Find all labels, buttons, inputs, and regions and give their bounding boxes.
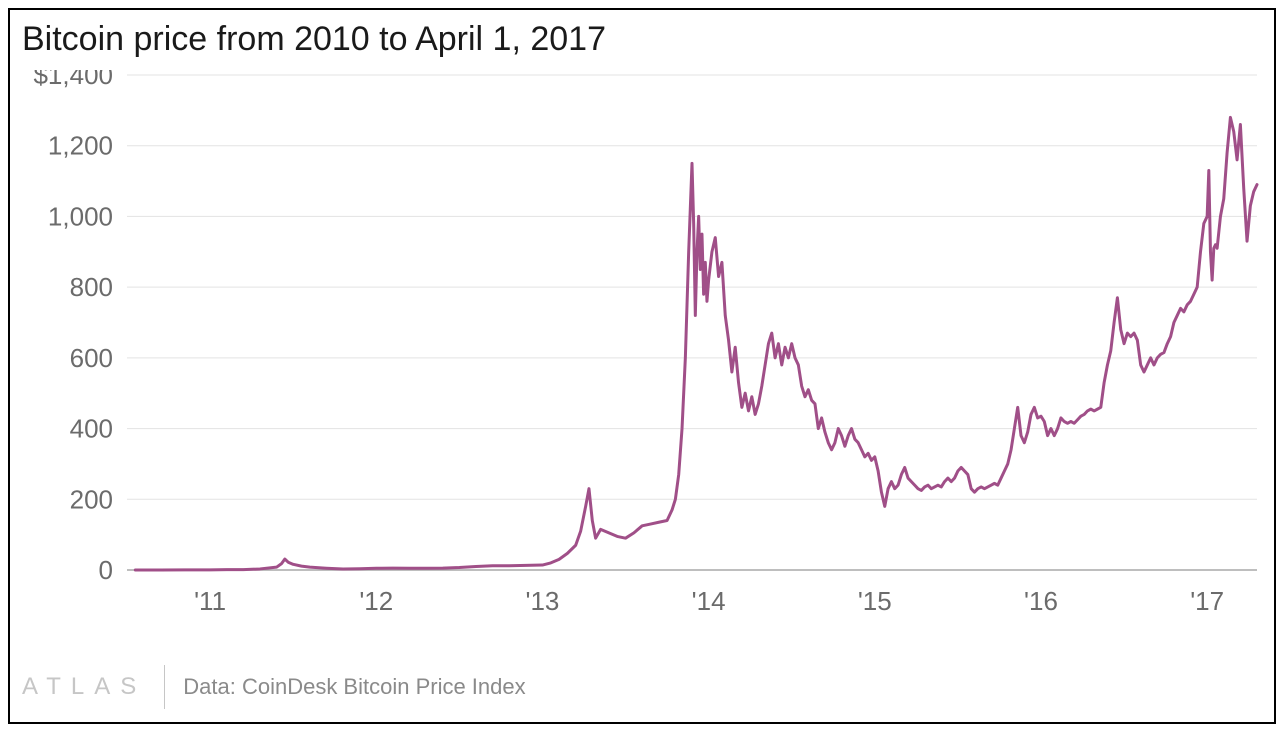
- footer-divider: [164, 665, 165, 709]
- svg-text:'14: '14: [692, 586, 726, 616]
- chart-footer: ATLAS Data: CoinDesk Bitcoin Price Index: [22, 662, 526, 712]
- svg-text:$1,400: $1,400: [33, 70, 113, 90]
- svg-text:200: 200: [70, 484, 113, 514]
- svg-text:'11: '11: [194, 586, 226, 616]
- atlas-logo: ATLAS: [22, 673, 146, 701]
- svg-text:'13: '13: [525, 586, 559, 616]
- chart-svg: 0 200 400 600 800 1,000 1,200 $1,400 '11 '12 '13 '1…: [22, 70, 1262, 640]
- svg-text:1,200: 1,200: [48, 131, 113, 161]
- svg-text:1,000: 1,000: [48, 201, 113, 231]
- svg-text:0: 0: [99, 555, 113, 585]
- svg-text:'15: '15: [858, 586, 892, 616]
- chart-title: Bitcoin price from 2010 to April 1, 2017: [22, 20, 606, 59]
- svg-text:'16: '16: [1024, 586, 1058, 616]
- chart-frame: Bitcoin price from 2010 to April 1, 2017…: [8, 8, 1276, 724]
- source-text: Data: CoinDesk Bitcoin Price Index: [183, 674, 525, 700]
- chart-area: 0 200 400 600 800 1,000 1,200 $1,400 '11 '12 '13 '1…: [22, 70, 1262, 640]
- svg-text:'17: '17: [1190, 586, 1224, 616]
- svg-text:800: 800: [70, 272, 113, 302]
- svg-text:600: 600: [70, 343, 113, 373]
- svg-text:'12: '12: [359, 586, 393, 616]
- svg-text:400: 400: [70, 414, 113, 444]
